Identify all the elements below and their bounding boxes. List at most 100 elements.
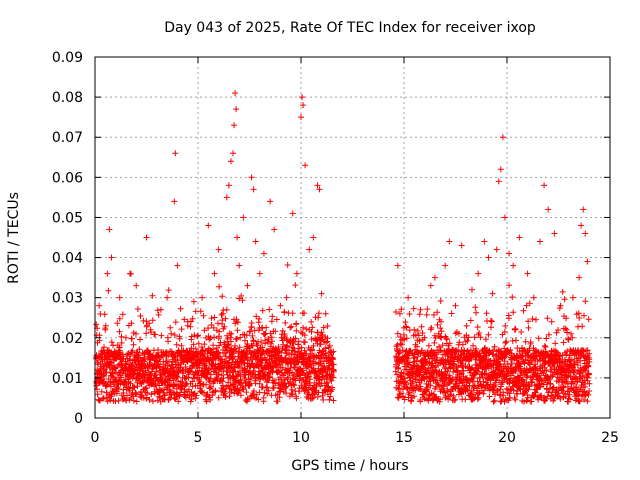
data-point: [536, 238, 543, 245]
data-point: [495, 178, 502, 185]
data-point: [171, 198, 178, 205]
data-point: [322, 310, 329, 317]
data-point: [394, 262, 401, 269]
data-point: [283, 294, 290, 301]
data-point: [501, 214, 508, 221]
data-point: [260, 250, 267, 257]
data-point: [551, 230, 558, 237]
data-point: [578, 222, 585, 229]
data-point: [232, 90, 239, 97]
data-point: [530, 294, 537, 301]
x-tick-label: 20: [498, 430, 516, 446]
data-point: [256, 270, 263, 277]
data-point: [481, 238, 488, 245]
data-point: [240, 214, 247, 221]
data-point: [231, 122, 238, 129]
plot-frame: [94, 56, 611, 419]
x-tick-label: 0: [91, 430, 100, 446]
data-point: [524, 270, 531, 277]
data-point: [205, 222, 212, 229]
data-point: [300, 102, 307, 109]
data-point: [225, 182, 232, 189]
data-point: [475, 270, 482, 277]
data-point: [431, 274, 438, 281]
data-point: [143, 234, 150, 241]
data-point: [106, 226, 113, 233]
data-point: [417, 306, 424, 313]
data-point: [271, 226, 278, 233]
data-point: [302, 162, 309, 169]
data-point: [190, 298, 197, 305]
x-tick-label: 15: [395, 430, 413, 446]
data-point: [233, 106, 240, 113]
y-tick-label: 0.05: [52, 210, 83, 226]
data-point: [298, 114, 304, 121]
data-point: [223, 194, 230, 201]
data-point: [168, 330, 175, 337]
dense-data-point-marks: [93, 262, 593, 405]
data-point: [468, 286, 475, 293]
data-point: [306, 246, 313, 253]
data-point: [164, 294, 171, 301]
data-point: [318, 290, 325, 297]
data-point: [289, 210, 296, 217]
data-point: [236, 262, 243, 269]
data-point: [446, 238, 453, 245]
data-point: [316, 186, 323, 193]
data-point: [215, 246, 222, 253]
data-point: [499, 134, 506, 141]
data-point: [219, 310, 226, 317]
data-point: [293, 270, 300, 277]
data-point: [248, 174, 255, 181]
x-tick-label: 10: [292, 430, 310, 446]
data-point: [405, 294, 412, 301]
data-point: [569, 294, 576, 301]
data-point: [244, 282, 251, 289]
data-point: [230, 150, 237, 157]
data-point: [510, 262, 517, 269]
data-point: [250, 186, 257, 193]
y-tick-label: 0: [74, 411, 83, 427]
y-tick-label: 0.03: [52, 291, 83, 307]
data-point: [174, 262, 181, 269]
data-point: [96, 302, 103, 309]
data-point: [122, 334, 129, 341]
data-point: [516, 234, 523, 241]
data-point: [314, 182, 321, 189]
data-point: [211, 270, 218, 277]
data-point: [157, 306, 164, 313]
data-point: [489, 290, 496, 297]
data-point: [541, 182, 548, 189]
data-point: [108, 254, 115, 261]
y-tick-label: 0.09: [52, 50, 83, 66]
y-tick-label: 0.07: [52, 130, 83, 146]
dense-data-points: [93, 262, 593, 405]
data-point: [172, 150, 179, 157]
data-point: [252, 238, 259, 245]
y-tick-label: 0.02: [52, 331, 83, 347]
data-point: [452, 302, 459, 309]
y-tick-label: 0.08: [52, 90, 83, 106]
data-point: [497, 166, 504, 173]
data-point: [310, 234, 317, 241]
data-point: [427, 282, 434, 289]
data-point: [506, 250, 513, 257]
data-point: [442, 262, 449, 269]
data-point: [458, 242, 465, 249]
data-point: [576, 274, 583, 281]
y-tick-label: 0.04: [52, 251, 83, 267]
data-point: [199, 294, 206, 301]
y-axis-label: ROTI / TECUs: [6, 192, 22, 284]
data-point: [178, 342, 185, 349]
data-point: [104, 270, 111, 277]
axis-ticks: [94, 56, 611, 419]
data-point: [485, 254, 492, 261]
data-point: [299, 94, 306, 101]
data-points: [93, 90, 593, 405]
data-point: [396, 310, 403, 317]
data-point: [545, 206, 552, 213]
data-point: [267, 198, 274, 205]
y-tick-labels: 0 0.01 0.02 0.03 0.04 0.05 0.06 0.07 0.08 0.09: [52, 50, 83, 427]
